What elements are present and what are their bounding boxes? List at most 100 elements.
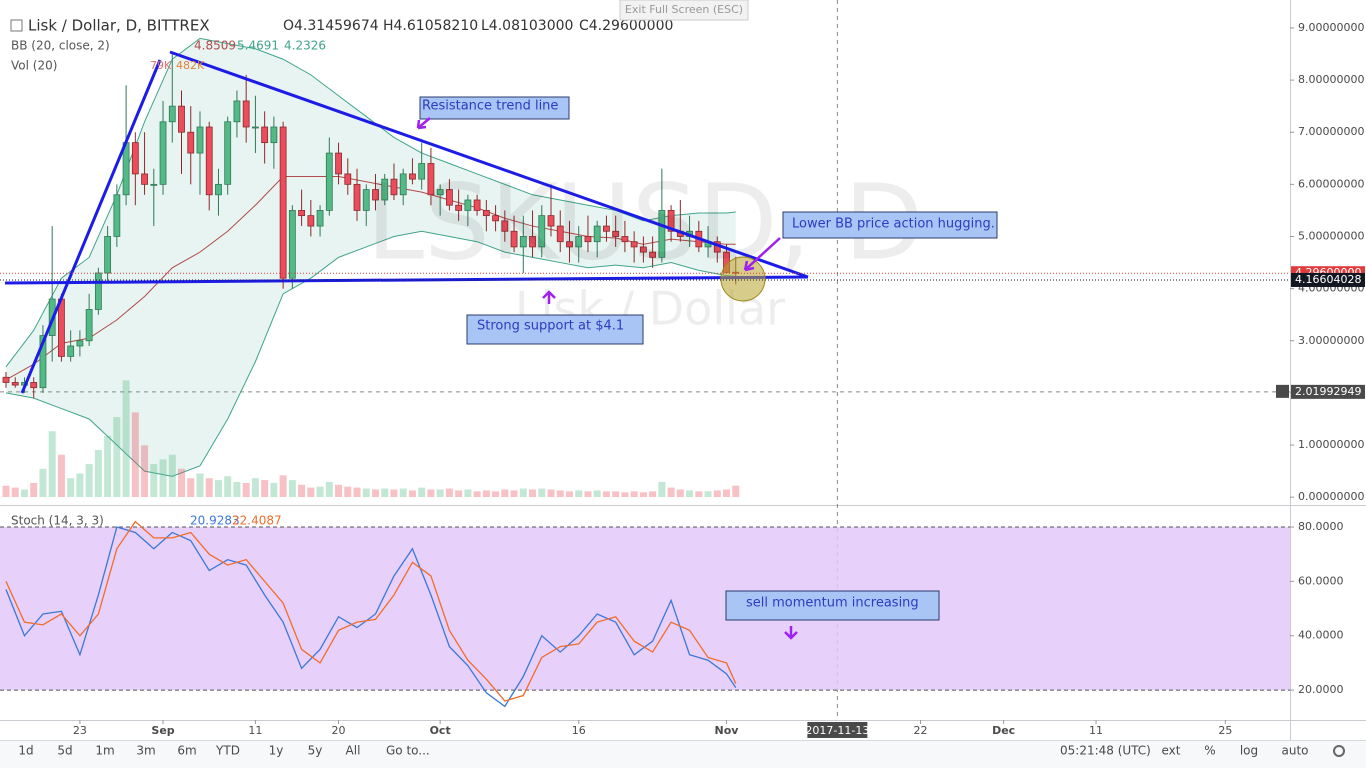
- add-button[interactable]: [1276, 384, 1289, 398]
- settings-button[interactable]: [1333, 745, 1345, 757]
- candle-body: [584, 236, 592, 243]
- candle-body: [316, 210, 324, 227]
- candle-body: [538, 215, 546, 248]
- volume-bar: [529, 489, 537, 497]
- volume-bar: [621, 492, 629, 497]
- volume-bar: [113, 417, 121, 497]
- symbol-title: Lisk / Dollar, D, BITTREX: [28, 17, 210, 35]
- volume-bar: [547, 489, 555, 497]
- volume-bar: [408, 490, 416, 497]
- time-badge-label: 2017-11-13: [805, 724, 869, 737]
- annotation: Resistance trend line: [422, 99, 558, 114]
- x-tick-label: Nov: [715, 724, 740, 737]
- range-button[interactable]: 1d: [18, 744, 33, 758]
- exit-fullscreen[interactable]: [619, 0, 749, 21]
- volume-bar: [575, 490, 583, 497]
- range-button[interactable]: All: [346, 744, 361, 758]
- volume-bar: [445, 488, 453, 497]
- volume-bar: [519, 488, 527, 497]
- candle-body: [390, 178, 398, 196]
- annotation-box[interactable]: [725, 590, 940, 621]
- candle-body: [519, 236, 527, 248]
- x-tick-label: 11: [1089, 724, 1103, 737]
- candle-body: [261, 126, 269, 144]
- y-tick-label: 60.0000: [1298, 574, 1344, 587]
- candle-body: [279, 126, 287, 279]
- volume-bar: [473, 491, 481, 497]
- volume-bar: [649, 491, 657, 497]
- candle-body: [344, 173, 352, 185]
- candle-body: [658, 210, 666, 258]
- candle-body: [501, 220, 509, 232]
- candle-body: [76, 340, 84, 347]
- candle-body: [667, 210, 675, 232]
- candle-body: [409, 173, 416, 180]
- candle-body: [603, 225, 610, 232]
- arrows: [416, 117, 798, 640]
- volume-bar: [353, 487, 361, 497]
- option-button[interactable]: ext: [1162, 744, 1181, 758]
- volume-bar: [704, 491, 712, 497]
- volume-bar: [298, 484, 306, 497]
- crosshair-badge: [1291, 384, 1365, 399]
- range-button[interactable]: 3m: [136, 744, 155, 758]
- volume-bar: [57, 454, 65, 497]
- volume-bar: [362, 488, 370, 497]
- crosshair-badge-label: 2.01992949: [1295, 385, 1361, 398]
- candle-body: [612, 230, 620, 237]
- option-button[interactable]: %: [1204, 744, 1215, 758]
- y-tick-label: 20.0000: [1298, 683, 1344, 696]
- bb-lower-value: 4.2326: [284, 39, 326, 53]
- volume-bar: [104, 435, 112, 497]
- range-button[interactable]: 1m: [95, 744, 114, 758]
- y-tick-label: 3.00000000: [1298, 334, 1364, 347]
- candle-body: [427, 163, 435, 196]
- candle-body: [335, 152, 342, 175]
- annotation-box[interactable]: [782, 211, 998, 239]
- y-tick-label: 80.0000: [1298, 520, 1344, 533]
- candle-body: [547, 215, 555, 227]
- option-button[interactable]: auto: [1281, 744, 1308, 758]
- volume-bar: [131, 412, 139, 497]
- price-badge: [1291, 272, 1365, 287]
- annotation-box[interactable]: [466, 314, 644, 345]
- option-button[interactable]: log: [1240, 744, 1258, 758]
- range-button[interactable]: 1y: [269, 744, 284, 758]
- range-button[interactable]: 5d: [57, 744, 72, 758]
- arrow: [416, 117, 431, 130]
- volume-bar: [2, 485, 10, 497]
- y-tick-label: 7.00000000: [1298, 125, 1364, 138]
- range-button[interactable]: 5y: [308, 744, 323, 758]
- volume-bar: [556, 490, 564, 497]
- candle-body: [168, 105, 176, 123]
- range-button[interactable]: 6m: [177, 744, 196, 758]
- annotation-box[interactable]: [419, 96, 570, 120]
- volume-bar: [85, 464, 93, 497]
- candle-body: [39, 335, 47, 389]
- candle-body: [288, 210, 296, 279]
- volume-bar: [159, 459, 167, 497]
- goto-button[interactable]: Go to...: [386, 744, 430, 758]
- volume-bar: [214, 480, 222, 497]
- candle-body: [436, 189, 444, 196]
- volume-bar: [48, 431, 56, 497]
- y-tick-label: 9.00000000: [1298, 21, 1364, 34]
- candle-body: [455, 204, 463, 211]
- trend-lines: [4, 50, 809, 394]
- volume-bar: [593, 490, 601, 497]
- volume-bar: [464, 489, 472, 497]
- volume-bar: [612, 491, 620, 497]
- collapse-icon[interactable]: [10, 19, 23, 32]
- range-button[interactable]: YTD: [215, 744, 240, 758]
- volume-bar: [723, 489, 731, 497]
- x-tick-label: Sep: [151, 724, 174, 737]
- x-tick-label: 25: [1218, 724, 1232, 737]
- candle-body: [196, 126, 204, 154]
- y-tick-label: 1.00000000: [1298, 438, 1364, 451]
- volume-bar: [482, 490, 490, 497]
- candle-body: [30, 382, 38, 389]
- candle-body: [575, 236, 583, 248]
- rise-line: [20, 59, 162, 394]
- volume-bar: [639, 492, 647, 497]
- highlight-circle: [720, 256, 766, 302]
